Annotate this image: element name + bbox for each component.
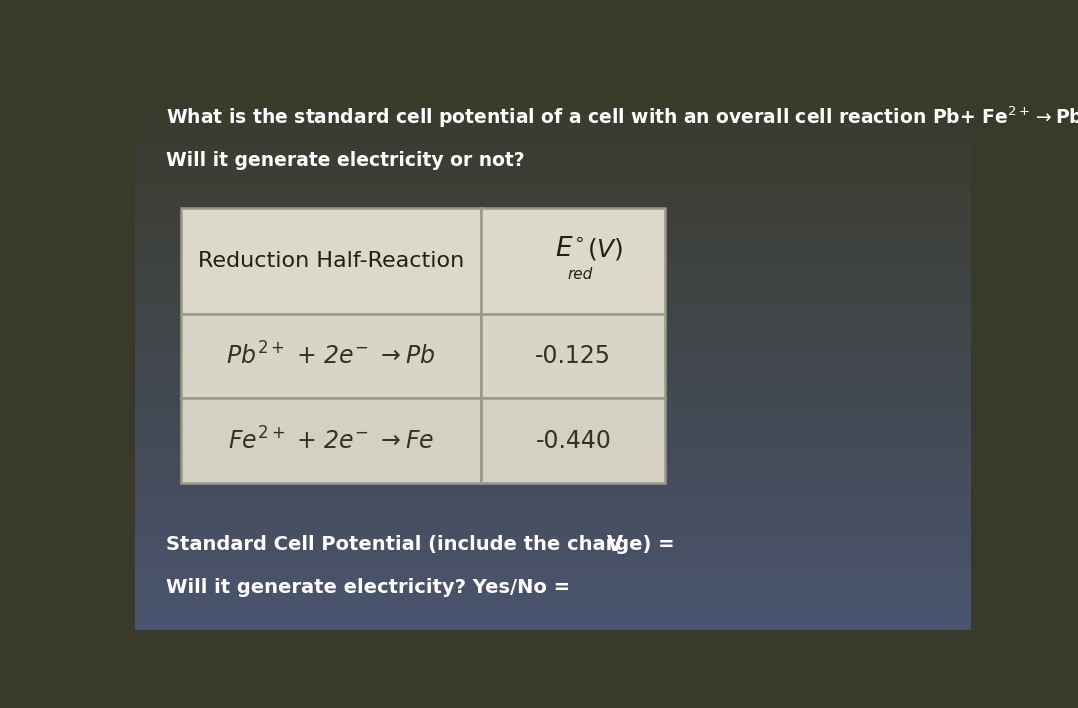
FancyBboxPatch shape xyxy=(482,314,665,399)
FancyBboxPatch shape xyxy=(181,207,482,314)
FancyBboxPatch shape xyxy=(181,399,482,483)
Text: V: V xyxy=(607,535,623,554)
Text: Standard Cell Potential (include the charge) =: Standard Cell Potential (include the cha… xyxy=(166,535,675,554)
Text: $(V)$: $(V)$ xyxy=(586,236,623,262)
Text: $Fe^{2+}$ + 2$e^{-}$ $\rightarrow$$Fe$: $Fe^{2+}$ + 2$e^{-}$ $\rightarrow$$Fe$ xyxy=(227,427,434,455)
FancyBboxPatch shape xyxy=(482,399,665,483)
Text: $Pb^{2+}$ + 2$e^{-}$ $\rightarrow$$Pb$: $Pb^{2+}$ + 2$e^{-}$ $\rightarrow$$Pb$ xyxy=(226,343,436,370)
Text: red: red xyxy=(567,267,593,282)
FancyBboxPatch shape xyxy=(181,314,482,399)
Text: -0.125: -0.125 xyxy=(536,344,611,368)
Text: Will it generate electricity or not?: Will it generate electricity or not? xyxy=(166,152,525,171)
FancyBboxPatch shape xyxy=(482,207,665,314)
Text: Will it generate electricity? Yes/No =: Will it generate electricity? Yes/No = xyxy=(166,578,570,598)
Text: Reduction Half-Reaction: Reduction Half-Reaction xyxy=(198,251,465,270)
Text: What is the standard cell potential of a cell with an overall cell reaction Pb+ : What is the standard cell potential of a… xyxy=(166,104,1078,130)
Text: $E^{\circ}$: $E^{\circ}$ xyxy=(554,236,584,262)
Text: -0.440: -0.440 xyxy=(536,428,611,452)
